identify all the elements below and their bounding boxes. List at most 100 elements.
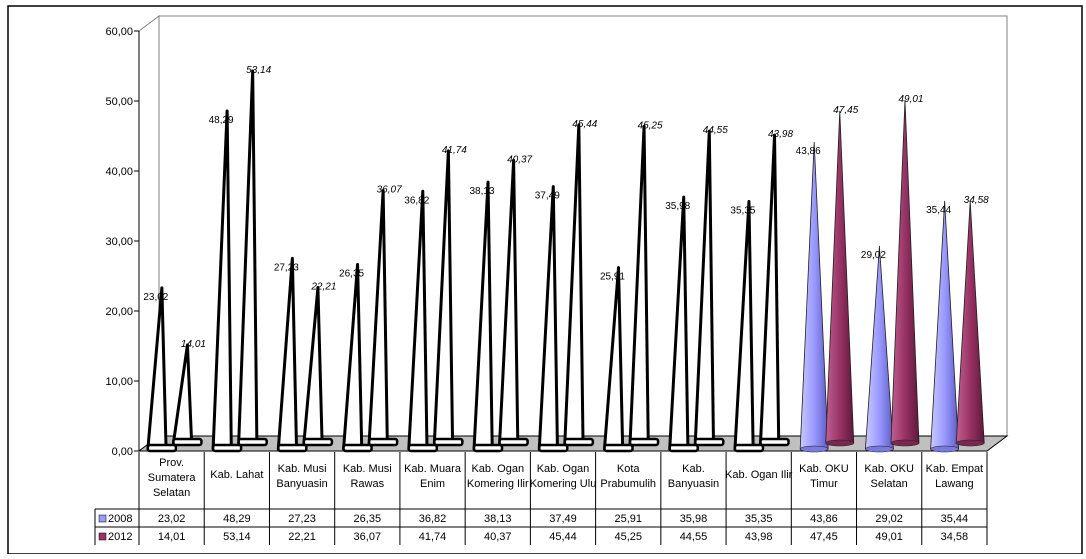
cone-base	[955, 439, 985, 447]
table-cell: 29,02	[875, 513, 903, 525]
cone-base	[603, 443, 634, 453]
table-cell: 35,98	[680, 513, 708, 525]
table-cell: 43,98	[745, 531, 773, 543]
data-label-2012: 49,01	[898, 94, 923, 105]
data-label-2008: 48,29	[209, 115, 234, 126]
table-cell: 41,74	[419, 531, 447, 543]
table-cell: 43,86	[810, 513, 838, 525]
data-label-2008: 35,35	[730, 206, 755, 217]
data-label-2012: 14,01	[181, 339, 206, 350]
table-cell: 45,25	[614, 531, 642, 543]
data-label-2008: 43,86	[796, 146, 821, 157]
cone-base	[563, 437, 595, 447]
cone-base	[237, 437, 268, 447]
table-cell: 47,45	[810, 531, 838, 543]
table-cell: 37,49	[549, 513, 577, 525]
category-label: Kab. Ogan	[537, 463, 590, 475]
category-label: Kab. Lahat	[210, 469, 263, 481]
cone-base	[211, 443, 243, 453]
cone-base	[277, 443, 308, 453]
table-cell: 36,07	[354, 531, 382, 543]
data-label-2012: 47,45	[833, 105, 858, 116]
cone-base	[538, 443, 569, 453]
category-label: Banyuasin	[276, 478, 327, 490]
cone-base	[433, 437, 464, 447]
table-cell: 36,82	[419, 513, 447, 525]
cone-base	[865, 445, 894, 453]
data-label-2012: 36,07	[377, 185, 402, 196]
cone-base	[668, 443, 699, 453]
category-label: Selatan	[153, 487, 190, 499]
cone-base	[472, 443, 504, 453]
category-label: Selatan	[870, 478, 907, 490]
data-label-2008: 25,91	[600, 272, 625, 283]
cone-base	[146, 443, 178, 453]
category-label: Kab. OKU	[799, 463, 849, 475]
table-cell: 34,58	[941, 531, 969, 543]
table-cell: 14,01	[158, 531, 186, 543]
category-label: Rawas	[350, 478, 384, 490]
table-cell: 49,01	[875, 531, 903, 543]
y-tick-label: 50,00	[105, 96, 133, 108]
data-label-2008: 35,44	[926, 205, 951, 216]
cone-base	[628, 437, 660, 447]
legend-label: 2008	[108, 513, 132, 525]
y-tick-label: 40,00	[105, 166, 133, 178]
category-label: Lawang	[935, 478, 974, 490]
category-label: Banyuasin	[668, 478, 719, 490]
table-cell: 25,91	[614, 513, 642, 525]
cone-base	[498, 437, 529, 447]
data-label-2008: 36,82	[404, 195, 429, 206]
cone-base	[825, 439, 855, 447]
table-cell: 40,37	[484, 531, 512, 543]
data-label-2012: 22,21	[310, 282, 336, 293]
data-label-2008: 35,98	[665, 201, 690, 212]
data-label-2012: 45,44	[572, 119, 597, 130]
legend-swatch-2012	[98, 532, 107, 541]
cone-base	[890, 439, 920, 447]
cone-base	[799, 445, 829, 453]
category-label: Komering Ulu	[530, 478, 597, 490]
table-cell: 45,44	[549, 531, 577, 543]
table-cell: 22,21	[288, 531, 316, 543]
category-label: Kab. Musi	[278, 463, 327, 475]
table-cell: 44,55	[680, 531, 708, 543]
cone-base	[759, 437, 790, 447]
cone-base	[930, 445, 959, 453]
data-label-2012: 44,55	[703, 125, 728, 136]
category-label: Prov.	[159, 457, 184, 469]
table-cell: 35,35	[745, 513, 773, 525]
table-cell: 48,29	[223, 513, 251, 525]
y-tick-label: 10,00	[105, 376, 133, 388]
cone-base	[407, 443, 439, 453]
category-label: Kab. Empat	[926, 463, 983, 475]
data-label-2008: 23,02	[143, 292, 168, 303]
legend-label: 2012	[108, 531, 132, 543]
category-label: Sumatera	[148, 472, 197, 484]
category-label: Kota	[617, 463, 641, 475]
data-label-2008: 29,02	[861, 250, 886, 261]
data-label-2012: 34,58	[964, 195, 989, 206]
data-label-2008: 38,13	[470, 186, 495, 197]
category-label: Kab. Musi	[343, 463, 392, 475]
data-label-2008: 27,23	[274, 262, 299, 273]
y-tick-label: 0,00	[112, 446, 133, 458]
cone-base	[172, 437, 203, 447]
table-cell: 35,44	[941, 513, 969, 525]
category-label: Kab. Ogan Ilir	[725, 469, 793, 481]
category-label: Prabumulih	[600, 478, 656, 490]
data-label-2008: 37,49	[535, 191, 560, 202]
category-label: Kab. OKU	[864, 463, 914, 475]
table-cell: 38,13	[484, 513, 512, 525]
category-label: Timur	[810, 478, 838, 490]
y-tick-label: 20,00	[105, 306, 133, 318]
legend-swatch-2008	[98, 514, 107, 523]
data-label-2012: 53,14	[246, 65, 271, 76]
table-cell: 27,23	[288, 513, 316, 525]
cone-base	[302, 437, 334, 447]
data-label-2012: 41,74	[442, 145, 467, 156]
cone-base	[694, 437, 725, 447]
category-label: Kab.	[682, 463, 705, 475]
